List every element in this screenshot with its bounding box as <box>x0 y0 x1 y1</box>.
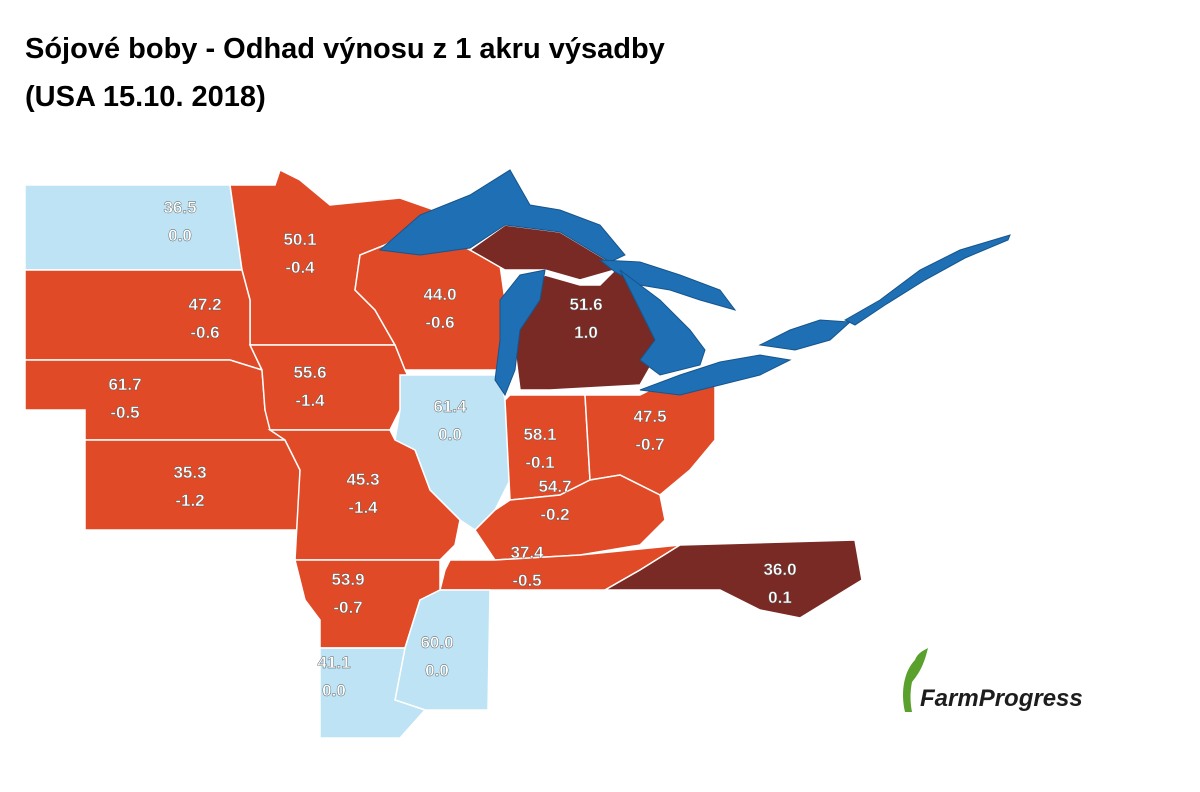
change-label: -0.6 <box>425 313 454 332</box>
change-label: 0.0 <box>438 425 462 444</box>
logo-text: FarmProgress <box>920 685 1083 712</box>
state <box>24 184 243 271</box>
lakes <box>378 169 1011 397</box>
change-label: 0.0 <box>168 226 192 245</box>
yield-label: 47.2 <box>188 295 221 314</box>
change-label: 0.0 <box>322 681 346 700</box>
yield-label: 60.0 <box>420 633 453 652</box>
change-label: 0.1 <box>768 588 792 607</box>
lake-superior <box>378 169 626 263</box>
change-label: -0.5 <box>110 403 139 422</box>
yield-label: 41.1 <box>317 653 350 672</box>
change-label: -0.4 <box>285 258 315 277</box>
title-line: (USA 15.10. 2018) <box>25 81 266 113</box>
lake-ontario <box>758 319 852 351</box>
yield-label: 58.1 <box>523 425 556 444</box>
yield-label: 36.0 <box>763 560 796 579</box>
state <box>248 344 416 431</box>
state <box>319 647 427 739</box>
yield-label: 55.6 <box>293 363 326 382</box>
yield-label: 45.3 <box>346 470 379 489</box>
yield-label: 61.4 <box>433 397 467 416</box>
yield-label: 51.6 <box>569 295 602 314</box>
yield-label: 44.0 <box>423 285 456 304</box>
yield-label: 61.7 <box>108 375 141 394</box>
yield-label: 50.1 <box>283 230 316 249</box>
state <box>394 374 511 531</box>
state <box>602 539 863 619</box>
change-label: -0.2 <box>540 505 569 524</box>
yield-label: 54.7 <box>538 477 571 496</box>
state <box>24 359 287 441</box>
change-label: 1.0 <box>574 323 598 342</box>
yield-label: 36.5 <box>163 198 196 217</box>
change-label: 0.0 <box>425 661 449 680</box>
yield-label: 35.3 <box>173 463 206 482</box>
change-label: -1.4 <box>348 498 378 517</box>
st-lawrence <box>843 234 1011 326</box>
states <box>24 168 863 739</box>
change-label: -0.1 <box>525 453 554 472</box>
title-line: Sójové boby - Odhad výnosu z 1 akru výsa… <box>25 33 665 65</box>
yield-label: 47.5 <box>633 407 666 426</box>
state <box>267 429 461 561</box>
lake-erie <box>639 354 792 396</box>
change-label: -1.4 <box>295 391 325 410</box>
labels: 36.5 0.0 50.1 -0.4 47.2 -0.6 44.0 -0.6 51.6 1.0 61… <box>108 198 796 700</box>
change-label: -0.5 <box>512 571 541 590</box>
lake-michigan <box>494 269 546 397</box>
change-label: -0.6 <box>190 323 219 342</box>
logo-leaf <box>903 648 928 712</box>
change-label: -1.2 <box>175 491 204 510</box>
yield-label: 53.9 <box>331 570 364 589</box>
change-label: -0.7 <box>333 598 362 617</box>
yield-label: 37.4 <box>510 543 544 562</box>
lake-huron <box>619 269 706 376</box>
change-label: -0.7 <box>635 435 664 454</box>
state <box>24 269 264 372</box>
state <box>84 439 301 531</box>
logo: FarmProgress <box>903 648 1083 712</box>
state <box>474 474 666 561</box>
